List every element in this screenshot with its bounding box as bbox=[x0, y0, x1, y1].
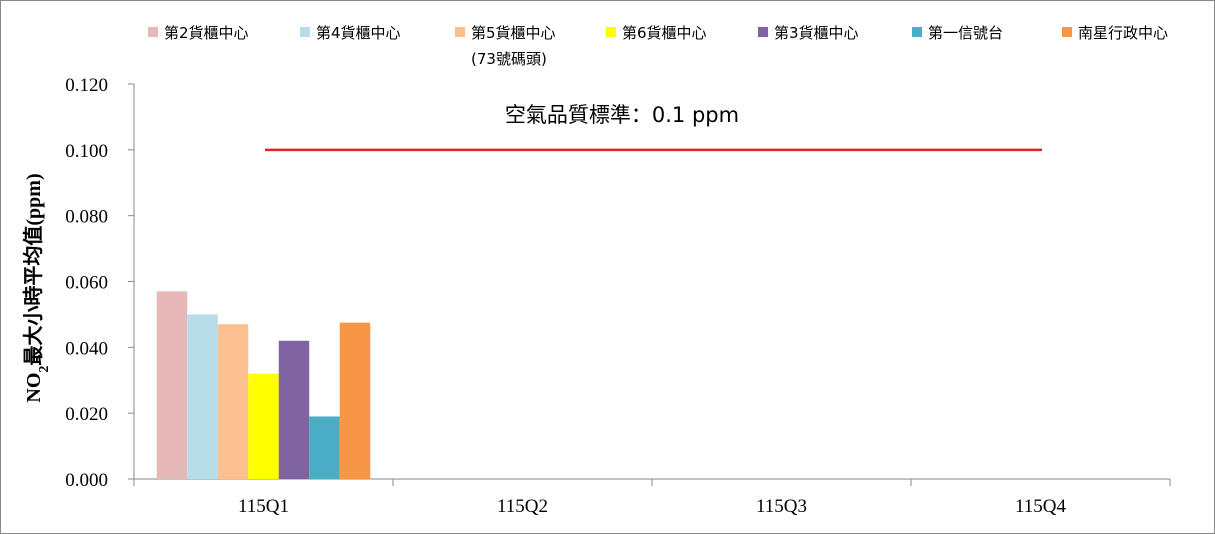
standard-line-group: 空氣品質標準：0.1 ppm bbox=[265, 103, 1042, 159]
x-tick-label: 115Q3 bbox=[756, 496, 807, 517]
legend-swatch bbox=[300, 27, 310, 37]
y-tick-label: 0.020 bbox=[65, 404, 108, 425]
legend-label: 第3貨櫃中心 bbox=[774, 24, 859, 42]
y-tick-label: 0.000 bbox=[65, 470, 108, 491]
x-tick-label: 115Q2 bbox=[497, 496, 548, 517]
standard-line-label: 空氣品質標準：0.1 ppm bbox=[505, 103, 739, 127]
legend-label: 第6貨櫃中心 bbox=[622, 24, 707, 42]
bar bbox=[217, 324, 249, 479]
legend-swatch bbox=[455, 27, 465, 37]
legend-label: 第2貨櫃中心 bbox=[164, 24, 249, 42]
y-tick-label: 0.100 bbox=[65, 141, 108, 162]
bar bbox=[187, 314, 218, 479]
legend-label-line2: (73號碼頭) bbox=[471, 50, 547, 68]
legend-label: 第5貨櫃中心 bbox=[471, 24, 556, 42]
legend-swatch bbox=[606, 27, 616, 37]
bars bbox=[156, 291, 371, 479]
legend-label: 第一信號台 bbox=[928, 24, 1003, 42]
bar bbox=[248, 373, 279, 479]
legend: 第2貨櫃中心 第4貨櫃中心 第5貨櫃中心 (73號碼頭) 第6貨櫃中心 第3貨櫃中心 第一信… bbox=[148, 24, 1168, 68]
y-tick-label: 0.120 bbox=[65, 75, 108, 96]
legend-swatch bbox=[912, 27, 922, 37]
legend-swatch bbox=[1062, 27, 1072, 37]
legend-label: 第4貨櫃中心 bbox=[316, 24, 401, 42]
bar bbox=[309, 416, 340, 479]
bar bbox=[156, 291, 188, 479]
x-tick-label: 115Q1 bbox=[238, 496, 289, 517]
y-axis-label: NO2最大小時平均值(ppm) bbox=[21, 173, 52, 402]
axis-labels: 0.000 0.020 0.040 0.060 0.080 0.100 0.120 115Q1… bbox=[21, 75, 1067, 517]
legend-label: 南星行政中心 bbox=[1078, 24, 1168, 42]
y-tick-label: 0.040 bbox=[65, 338, 108, 359]
legend-swatch bbox=[148, 27, 158, 37]
bar bbox=[278, 340, 310, 479]
y-tick-label: 0.060 bbox=[65, 273, 108, 294]
bar bbox=[339, 322, 371, 479]
y-tick-label: 0.080 bbox=[65, 207, 108, 228]
x-tick-label: 115Q4 bbox=[1015, 496, 1067, 517]
legend-swatch bbox=[758, 27, 768, 37]
